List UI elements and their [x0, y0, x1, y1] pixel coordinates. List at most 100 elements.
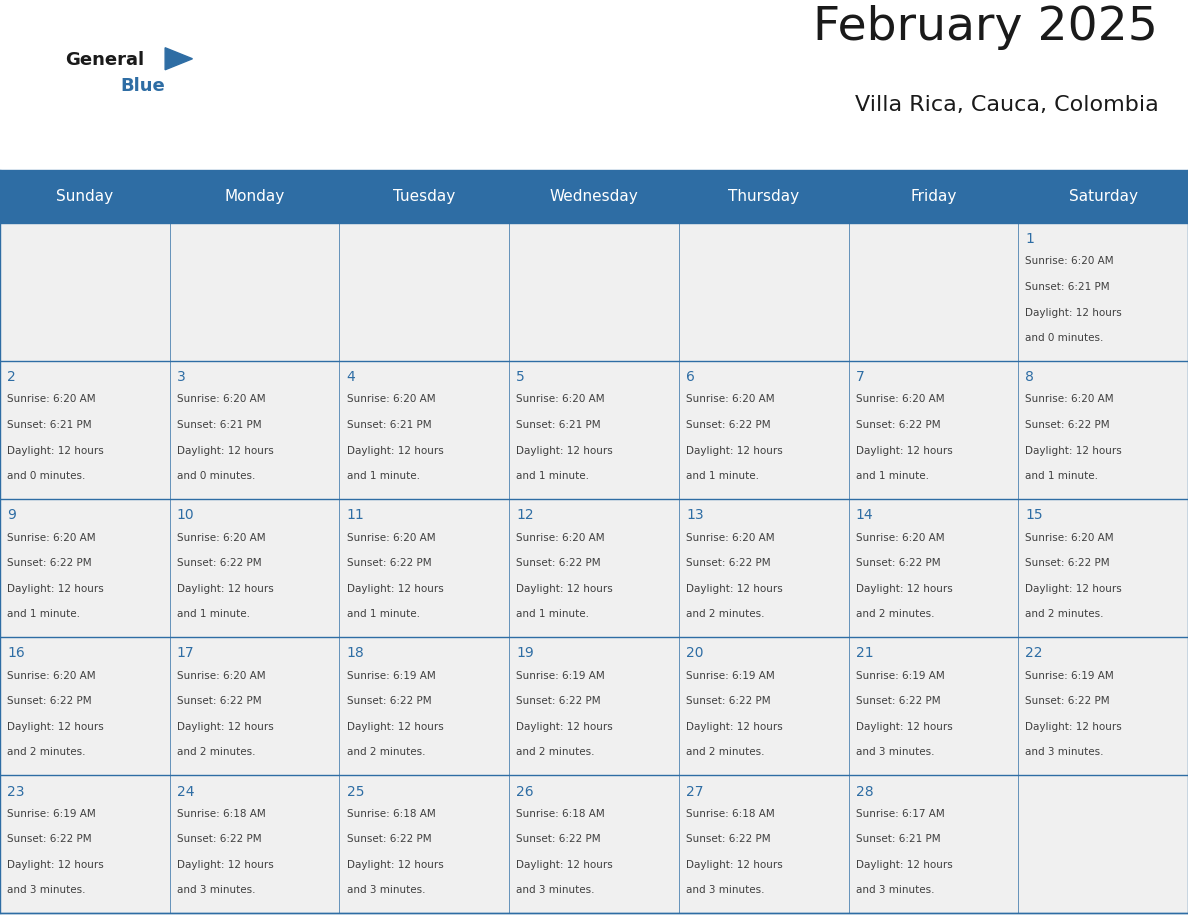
Text: Sunset: 6:22 PM: Sunset: 6:22 PM: [685, 696, 771, 706]
Text: and 3 minutes.: and 3 minutes.: [7, 885, 86, 895]
Text: Daylight: 12 hours: Daylight: 12 hours: [347, 584, 443, 594]
Bar: [848, 776, 1018, 913]
Text: Daylight: 12 hours: Daylight: 12 hours: [685, 584, 783, 594]
Bar: [0, 499, 170, 637]
Text: and 1 minute.: and 1 minute.: [855, 471, 929, 481]
Text: Daylight: 12 hours: Daylight: 12 hours: [685, 860, 783, 869]
Bar: [170, 170, 340, 223]
Bar: [848, 361, 1018, 499]
Text: Sunset: 6:22 PM: Sunset: 6:22 PM: [7, 558, 91, 568]
Bar: [0, 223, 170, 361]
Text: February 2025: February 2025: [814, 6, 1158, 50]
Text: and 1 minute.: and 1 minute.: [347, 610, 419, 619]
Text: Sunrise: 6:20 AM: Sunrise: 6:20 AM: [7, 671, 96, 680]
Text: and 0 minutes.: and 0 minutes.: [1025, 333, 1104, 343]
Bar: [510, 499, 678, 637]
Text: Daylight: 12 hours: Daylight: 12 hours: [347, 445, 443, 455]
Text: 27: 27: [685, 785, 703, 799]
Text: Daylight: 12 hours: Daylight: 12 hours: [855, 860, 953, 869]
Text: 11: 11: [347, 509, 365, 522]
Text: Daylight: 12 hours: Daylight: 12 hours: [7, 445, 103, 455]
Bar: [678, 170, 848, 223]
Text: Daylight: 12 hours: Daylight: 12 hours: [177, 722, 273, 732]
Text: Daylight: 12 hours: Daylight: 12 hours: [517, 722, 613, 732]
Text: Daylight: 12 hours: Daylight: 12 hours: [1025, 308, 1123, 318]
Text: Sunset: 6:21 PM: Sunset: 6:21 PM: [1025, 282, 1110, 292]
Text: Blue: Blue: [120, 76, 165, 95]
Text: Sunrise: 6:20 AM: Sunrise: 6:20 AM: [7, 395, 96, 405]
Bar: [170, 637, 340, 776]
Text: and 3 minutes.: and 3 minutes.: [1025, 747, 1104, 757]
Text: 23: 23: [7, 785, 25, 799]
Bar: [340, 776, 510, 913]
Bar: [678, 776, 848, 913]
Text: Sunset: 6:22 PM: Sunset: 6:22 PM: [517, 558, 601, 568]
Text: Sunset: 6:22 PM: Sunset: 6:22 PM: [347, 558, 431, 568]
Text: Sunrise: 6:20 AM: Sunrise: 6:20 AM: [347, 395, 435, 405]
Text: Daylight: 12 hours: Daylight: 12 hours: [685, 722, 783, 732]
Text: Daylight: 12 hours: Daylight: 12 hours: [347, 860, 443, 869]
Text: Sunrise: 6:19 AM: Sunrise: 6:19 AM: [685, 671, 775, 680]
Text: and 1 minute.: and 1 minute.: [7, 610, 80, 619]
Text: Sunday: Sunday: [56, 189, 113, 204]
Bar: [0, 776, 170, 913]
Text: Sunset: 6:22 PM: Sunset: 6:22 PM: [1025, 558, 1110, 568]
Text: 19: 19: [517, 646, 535, 660]
Text: 7: 7: [855, 370, 865, 385]
Text: Sunset: 6:22 PM: Sunset: 6:22 PM: [177, 558, 261, 568]
Text: Sunrise: 6:17 AM: Sunrise: 6:17 AM: [855, 809, 944, 819]
Text: Sunset: 6:22 PM: Sunset: 6:22 PM: [855, 558, 941, 568]
Text: Daylight: 12 hours: Daylight: 12 hours: [347, 722, 443, 732]
Text: and 2 minutes.: and 2 minutes.: [855, 610, 934, 619]
Text: Sunset: 6:21 PM: Sunset: 6:21 PM: [855, 834, 941, 845]
Bar: [0, 637, 170, 776]
Text: Sunrise: 6:20 AM: Sunrise: 6:20 AM: [517, 395, 605, 405]
Text: 22: 22: [1025, 646, 1043, 660]
Text: Daylight: 12 hours: Daylight: 12 hours: [855, 445, 953, 455]
Text: Sunrise: 6:20 AM: Sunrise: 6:20 AM: [855, 532, 944, 543]
Polygon shape: [165, 48, 192, 70]
Text: Sunrise: 6:20 AM: Sunrise: 6:20 AM: [177, 671, 265, 680]
Text: 25: 25: [347, 785, 364, 799]
Text: Sunrise: 6:18 AM: Sunrise: 6:18 AM: [685, 809, 775, 819]
Text: 12: 12: [517, 509, 533, 522]
Text: 18: 18: [347, 646, 365, 660]
Bar: [848, 637, 1018, 776]
Text: 1: 1: [1025, 232, 1035, 246]
Text: 5: 5: [517, 370, 525, 385]
Text: Sunset: 6:22 PM: Sunset: 6:22 PM: [1025, 420, 1110, 430]
Text: Sunrise: 6:20 AM: Sunrise: 6:20 AM: [1025, 256, 1114, 266]
Bar: [0, 170, 170, 223]
Text: Sunset: 6:21 PM: Sunset: 6:21 PM: [7, 420, 91, 430]
Text: and 3 minutes.: and 3 minutes.: [517, 885, 595, 895]
Text: Sunset: 6:22 PM: Sunset: 6:22 PM: [517, 834, 601, 845]
Text: and 3 minutes.: and 3 minutes.: [855, 885, 934, 895]
Text: 20: 20: [685, 646, 703, 660]
Bar: [678, 499, 848, 637]
Text: Daylight: 12 hours: Daylight: 12 hours: [1025, 445, 1123, 455]
Text: Daylight: 12 hours: Daylight: 12 hours: [1025, 584, 1123, 594]
Bar: [340, 637, 510, 776]
Bar: [340, 170, 510, 223]
Bar: [1018, 170, 1188, 223]
Bar: [170, 361, 340, 499]
Text: Sunset: 6:22 PM: Sunset: 6:22 PM: [177, 834, 261, 845]
Bar: [340, 499, 510, 637]
Text: Daylight: 12 hours: Daylight: 12 hours: [855, 584, 953, 594]
Bar: [1018, 223, 1188, 361]
Text: and 2 minutes.: and 2 minutes.: [1025, 610, 1104, 619]
Text: Daylight: 12 hours: Daylight: 12 hours: [517, 584, 613, 594]
Text: 8: 8: [1025, 370, 1035, 385]
Text: 3: 3: [177, 370, 185, 385]
Text: Sunset: 6:22 PM: Sunset: 6:22 PM: [855, 420, 941, 430]
Text: Sunrise: 6:20 AM: Sunrise: 6:20 AM: [685, 532, 775, 543]
Text: Sunset: 6:22 PM: Sunset: 6:22 PM: [347, 696, 431, 706]
Text: 6: 6: [685, 370, 695, 385]
Bar: [510, 361, 678, 499]
Bar: [170, 223, 340, 361]
Text: 2: 2: [7, 370, 15, 385]
Text: Sunrise: 6:19 AM: Sunrise: 6:19 AM: [347, 671, 435, 680]
Text: and 3 minutes.: and 3 minutes.: [855, 747, 934, 757]
Text: Sunrise: 6:19 AM: Sunrise: 6:19 AM: [517, 671, 605, 680]
Text: and 2 minutes.: and 2 minutes.: [177, 747, 255, 757]
